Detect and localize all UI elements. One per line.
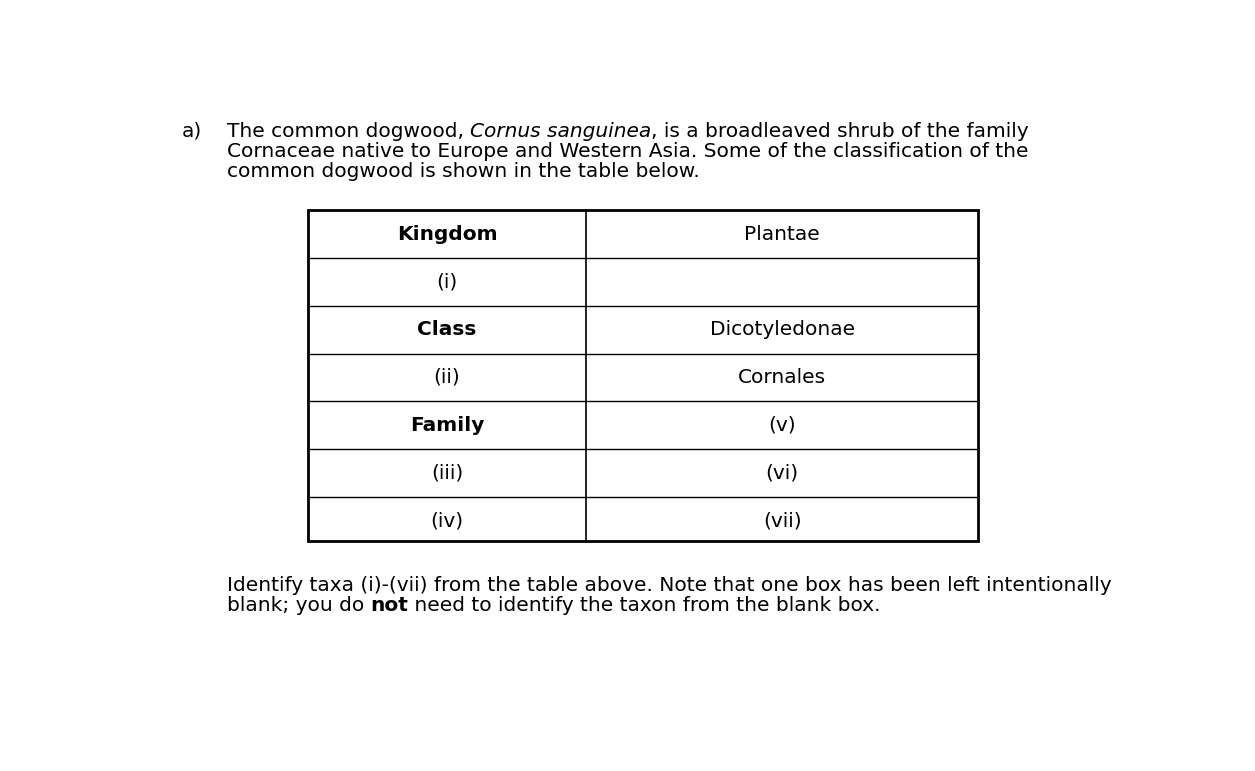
Text: Cornus sanguinea: Cornus sanguinea	[471, 122, 651, 141]
Text: (i): (i)	[437, 272, 458, 291]
Bar	[307, 210, 979, 541]
Text: The common dogwood,: The common dogwood,	[227, 122, 471, 141]
Text: Kingdom: Kingdom	[397, 224, 497, 244]
Text: (iv): (iv)	[430, 511, 463, 530]
Text: Family: Family	[410, 416, 484, 435]
Text: common dogwood is shown in the table below.: common dogwood is shown in the table bel…	[227, 162, 699, 181]
Text: Class: Class	[418, 320, 477, 339]
Text: (vi): (vi)	[766, 463, 799, 483]
Text: Identify taxa (i)-(vii) from the table above. Note that one box has been left in: Identify taxa (i)-(vii) from the table a…	[227, 576, 1111, 595]
Text: not: not	[370, 596, 408, 615]
Text: Dicotyledonae: Dicotyledonae	[710, 320, 855, 339]
Text: (ii): (ii)	[434, 368, 461, 387]
Text: , is a broadleaved shrub of the family: , is a broadleaved shrub of the family	[651, 122, 1029, 141]
Text: a): a)	[182, 122, 202, 141]
Text: Plantae: Plantae	[744, 224, 821, 244]
Text: blank; you do: blank; you do	[227, 596, 370, 615]
Text: (iii): (iii)	[430, 463, 463, 483]
Text: (v): (v)	[768, 416, 796, 435]
Text: Cornaceae native to Europe and Western Asia. Some of the classification of the: Cornaceae native to Europe and Western A…	[227, 142, 1028, 161]
Text: need to identify the taxon from the blank box.: need to identify the taxon from the blan…	[408, 596, 881, 615]
Text: (vii): (vii)	[763, 511, 802, 530]
Text: Cornales: Cornales	[738, 368, 826, 387]
